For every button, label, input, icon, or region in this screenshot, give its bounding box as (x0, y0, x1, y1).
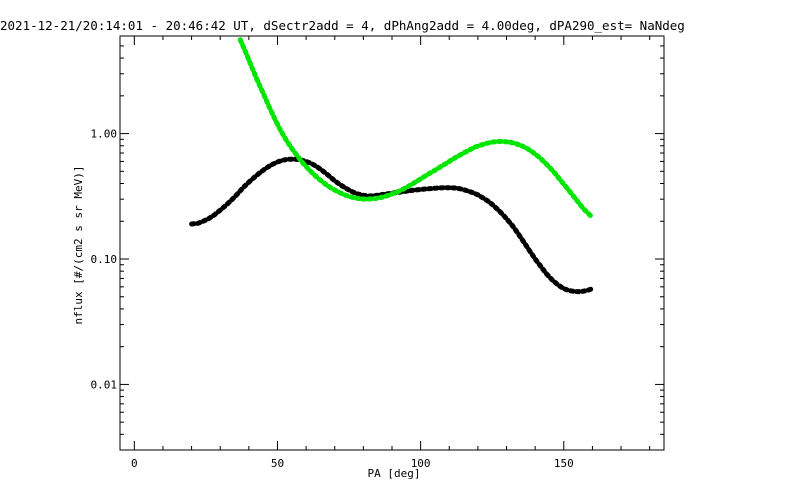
chart-title: 2021-12-21/20:14:01 - 20:46:42 UT, dSect… (0, 18, 685, 33)
y-tick-label: 0.01 (91, 378, 118, 391)
x-axis-label: PA [deg] (368, 467, 421, 480)
y-axis-label: nflux [#/(cm2 s sr MeV)] (72, 166, 85, 325)
x-axis-ticks: 0 50 100 150 (131, 36, 651, 470)
x-tick-label: 0 (131, 457, 138, 470)
x-tick-label: 50 (271, 457, 284, 470)
y-axis-ticks: 0.01 0.10 1.00 (91, 35, 664, 451)
x-tick-label: 100 (411, 457, 431, 470)
y-tick-label: 0.10 (91, 253, 118, 266)
x-tick-label: 150 (554, 457, 574, 470)
y-tick-label: 1.00 (91, 128, 118, 141)
series-line-2 (237, 37, 595, 220)
series-group (189, 37, 595, 295)
